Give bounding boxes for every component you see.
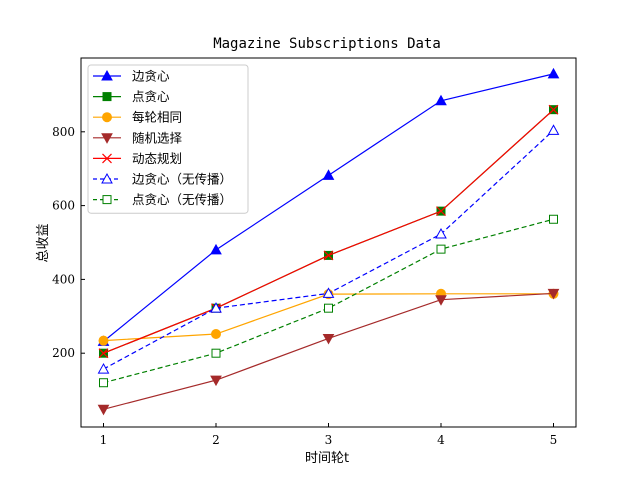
legend-label: 随机选择 [132, 130, 183, 145]
data-point [211, 329, 221, 340]
data-point [211, 348, 221, 358]
legend-marker [101, 69, 113, 81]
legend-item: 每轮相同 [93, 110, 182, 125]
legend-item: 边贪心 [93, 69, 170, 84]
data-point [324, 303, 333, 313]
legend-marker [102, 92, 112, 102]
series-line [103, 218, 554, 384]
data-point [99, 378, 108, 388]
data-point [210, 302, 222, 313]
y-axis-label: 总收益 [36, 223, 51, 262]
series-7 [99, 214, 558, 388]
data-point [210, 375, 222, 387]
y-tick-label: 800 [52, 125, 75, 139]
x-tick-label: 5 [550, 433, 558, 447]
y-tick-label: 400 [52, 272, 75, 286]
legend-box [87, 64, 249, 214]
legend-item: 动态规划 [93, 151, 182, 166]
x-tick-label: 4 [437, 433, 445, 447]
data-point [436, 206, 446, 217]
x-tick-label: 2 [212, 433, 220, 447]
data-point [323, 250, 334, 261]
x-tick-label: 3 [325, 433, 333, 447]
plot-area [97, 67, 560, 416]
legend-marker [102, 112, 112, 123]
x-tick-label: 1 [100, 433, 108, 447]
data-point [98, 335, 109, 346]
legend-label: 点贪心 [132, 89, 170, 104]
series-line [103, 293, 554, 342]
legend-item: 点贪心 [93, 89, 170, 104]
data-point [98, 348, 109, 359]
chart-title: Magazine Subscriptions Data [213, 36, 441, 52]
legend-item: 随机选择 [93, 130, 183, 145]
legend-label: 点贪心（无传播） [132, 192, 232, 207]
series-4 [97, 288, 560, 416]
legend-item: 点贪心（无传播） [93, 192, 232, 207]
y-axis: 200 400 600 800 [52, 125, 85, 360]
legend-label: 边贪心（无传播） [132, 172, 232, 187]
legend-marker [101, 172, 113, 184]
data-point [549, 214, 558, 224]
data-point [547, 288, 560, 300]
data-point [435, 94, 447, 106]
y-tick-label: 600 [52, 199, 75, 213]
data-point [210, 243, 222, 255]
series-5 [98, 104, 559, 359]
data-point [97, 404, 110, 416]
data-point [548, 104, 559, 115]
series-6 [97, 124, 560, 374]
legend-label: 边贪心 [132, 69, 170, 84]
data-point [547, 67, 560, 79]
legend-item: 边贪心（无传播） [93, 172, 232, 187]
data-point [322, 333, 335, 345]
data-point [435, 295, 447, 306]
data-point [322, 287, 335, 298]
legend-label: 动态规划 [132, 151, 182, 166]
x-axis-label: 时间轮t [305, 451, 349, 466]
legend-marker [102, 153, 112, 164]
data-point [547, 124, 560, 135]
legend-marker [102, 195, 112, 205]
legend-label: 每轮相同 [132, 110, 182, 125]
data-point [322, 169, 335, 180]
data-point [97, 363, 110, 374]
y-tick-label: 200 [52, 346, 75, 360]
x-axis: 1 2 3 4 5 [100, 423, 558, 447]
legend-marker [101, 133, 113, 144]
data-point [435, 227, 447, 239]
data-point [436, 244, 446, 254]
